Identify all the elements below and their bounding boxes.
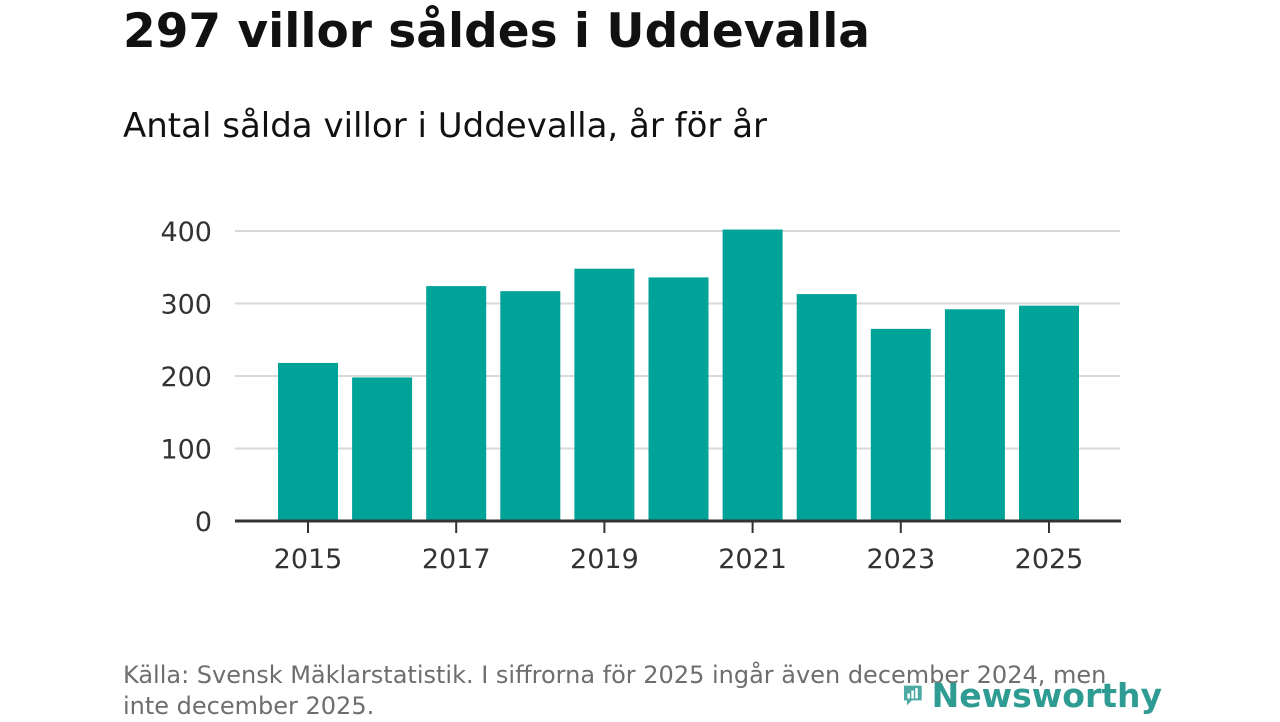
bar-2022 <box>796 294 857 521</box>
newsworthy-logo: Newsworthy <box>902 670 1162 720</box>
y-tick-label: 400 <box>160 217 212 248</box>
bar-2020 <box>648 277 709 521</box>
y-axis-ticks: 0 100 200 300 400 <box>160 217 212 538</box>
bars <box>278 229 1079 522</box>
newsworthy-logo-icon <box>903 685 922 706</box>
bar-2019 <box>574 268 635 521</box>
x-tick-label: 2023 <box>866 544 935 575</box>
bar-2025 <box>1019 305 1079 521</box>
bar-2017 <box>426 286 487 521</box>
y-tick-label: 200 <box>160 362 212 393</box>
x-axis-ticks: 2015 2017 2019 2021 2023 2025 <box>274 521 1084 575</box>
chart-subtitle: Antal sålda villor i Uddevalla, år för å… <box>123 106 768 146</box>
bar-2021 <box>722 229 783 522</box>
bar-2016 <box>352 377 413 521</box>
y-tick-label: 0 <box>195 507 212 538</box>
bar-2024 <box>944 309 1005 521</box>
source-note: Källa: Svensk Mäklarstatistik. I siffror… <box>123 661 1107 720</box>
x-tick-label: 2015 <box>274 544 343 575</box>
y-tick-label: 300 <box>160 290 212 321</box>
logo-text: Newsworthy <box>931 675 1162 715</box>
bar-2018 <box>500 291 561 521</box>
x-tick-label: 2021 <box>718 544 787 575</box>
bar-2015 <box>278 362 338 521</box>
chart-title: 297 villor såldes i Uddevalla <box>123 4 871 59</box>
bar-2023 <box>870 328 931 521</box>
x-tick-label: 2025 <box>1015 544 1084 575</box>
x-tick-label: 2017 <box>422 544 491 575</box>
x-tick-label: 2019 <box>570 544 639 575</box>
y-tick-label: 100 <box>160 435 212 466</box>
